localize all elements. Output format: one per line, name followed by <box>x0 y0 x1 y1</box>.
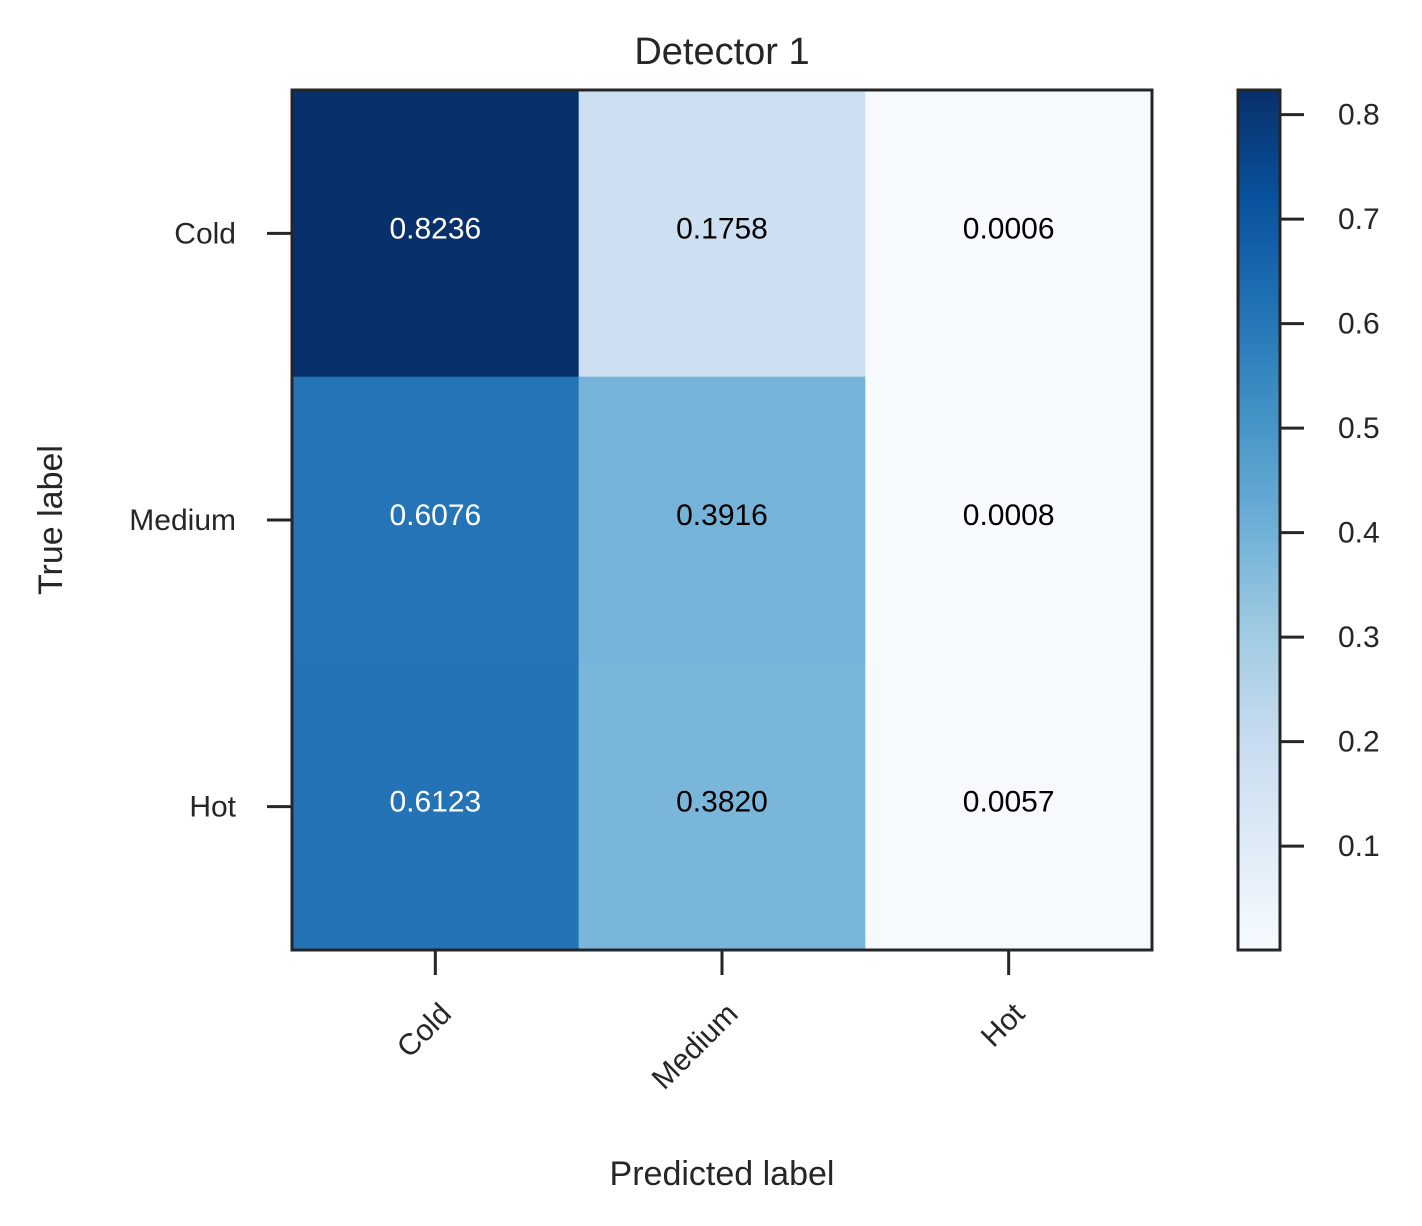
heatmap-cell <box>578 90 866 378</box>
colorbar-ticks: 0.1 0.2 0.3 0.4 0.5 0.6 0.7 0.8 <box>1280 99 1380 863</box>
y-tick-label: Hot <box>189 791 236 824</box>
cell-value-label: 0.6123 <box>389 786 481 819</box>
cell-value-label: 0.0057 <box>963 786 1055 819</box>
colorbar-tick-label: 0.4 <box>1338 517 1380 550</box>
chart-title: Detector 1 <box>634 31 809 73</box>
colorbar-tick-label: 0.5 <box>1338 412 1380 445</box>
cell-value-label: 0.3916 <box>676 499 768 532</box>
cell-value-label: 0.6076 <box>389 499 481 532</box>
heatmap-cell <box>578 663 866 951</box>
heatmap-cell <box>865 663 1153 951</box>
colorbar-tick-label: 0.3 <box>1338 621 1380 654</box>
y-tick-label: Medium <box>129 504 236 537</box>
y-tick-label: Cold <box>174 217 236 250</box>
colorbar-tick-label: 0.1 <box>1338 830 1380 863</box>
cell-value-label: 0.1758 <box>676 212 768 245</box>
x-axis-label: Predicted label <box>610 1155 835 1193</box>
y-axis-ticks: Cold Medium Hot <box>129 217 292 824</box>
cell-value-labels: 0.8236 0.1758 0.0006 0.6076 0.3916 0.0008 0.61… <box>389 212 1054 818</box>
cell-value-label: 0.0006 <box>963 212 1055 245</box>
heatmap-cells <box>292 90 1153 951</box>
colorbar <box>1236 88 1282 952</box>
colorbar-tick-label: 0.2 <box>1338 726 1380 759</box>
x-tick-label: Hot <box>975 997 1032 1054</box>
x-axis-ticks: Cold Medium Hot <box>391 950 1032 1096</box>
cell-value-label: 0.8236 <box>389 212 481 245</box>
cell-value-label: 0.3820 <box>676 786 768 819</box>
cell-value-label: 0.0008 <box>963 499 1055 532</box>
heatmap-cell <box>292 663 580 951</box>
heatmap-cell <box>865 376 1153 664</box>
heatmap-cell <box>578 376 866 664</box>
x-tick-label: Medium <box>646 997 745 1096</box>
heatmap-cell <box>292 90 580 378</box>
x-tick-label: Cold <box>391 997 458 1064</box>
colorbar-tick-label: 0.8 <box>1338 99 1380 132</box>
y-axis-label: True label <box>32 445 70 595</box>
colorbar-tick-label: 0.7 <box>1338 203 1380 236</box>
colorbar-tick-label: 0.6 <box>1338 308 1380 341</box>
heatmap-cell <box>865 90 1153 378</box>
heatmap-cell <box>292 376 580 664</box>
